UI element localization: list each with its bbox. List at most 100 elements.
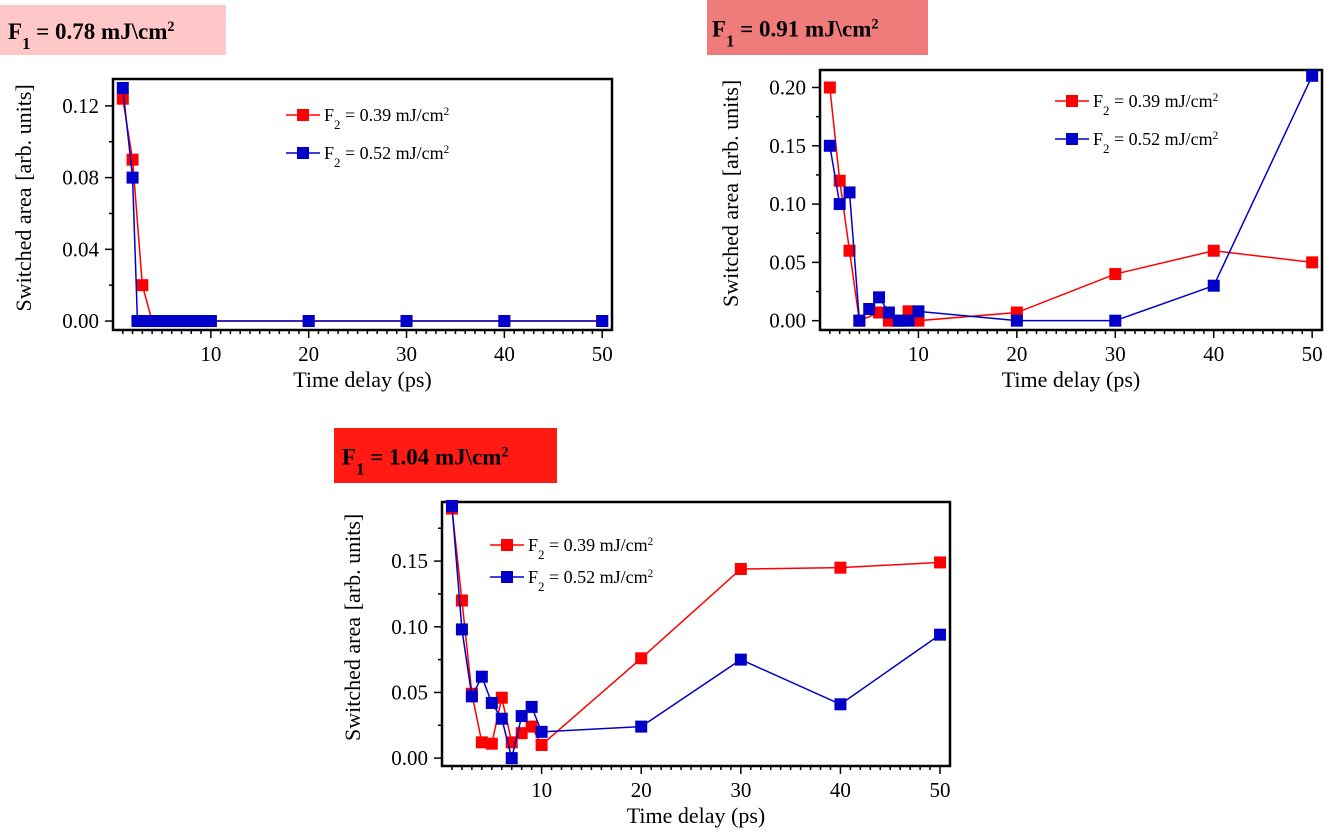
y-axis-label: Switched area <box>718 183 743 307</box>
data-point-blue <box>126 171 139 184</box>
legend-marker-blue <box>297 147 309 159</box>
legend-marker-red <box>501 539 513 551</box>
plot-frame <box>111 77 614 332</box>
data-point-red <box>505 736 518 749</box>
x-tick-label: 40 <box>830 778 851 802</box>
legend: F2 = 0.39 mJ/cm2 F2 = 0.52 mJ/cm2 <box>1055 91 1218 156</box>
x-tick-label: 50 <box>592 342 613 366</box>
series-line-blue <box>829 75 1313 323</box>
y-axis: 0.00 0.04 0.08 0.12 Switched area [arb. units… <box>11 84 113 333</box>
series-blue <box>116 81 609 328</box>
data-point-blue <box>635 720 648 733</box>
data-point-blue <box>853 314 866 327</box>
chart-title-background <box>334 428 557 483</box>
chart-title: F1 = 0.91 mJ\cm2 <box>712 17 879 51</box>
y-tick-label: 0.15 <box>391 549 428 573</box>
data-point-blue <box>1207 279 1220 292</box>
y-tick-label: 0.08 <box>62 166 99 190</box>
series-blue <box>823 69 1319 327</box>
data-point-red <box>1207 244 1220 257</box>
legend-marker-blue <box>1066 133 1078 145</box>
data-point-blue <box>195 315 208 328</box>
data-point-blue <box>525 700 538 713</box>
data-point-blue <box>485 696 498 709</box>
data-point-blue <box>515 710 528 723</box>
data-point-blue <box>863 303 876 316</box>
y-tick-label: 0.00 <box>769 309 806 333</box>
data-point-red <box>475 736 488 749</box>
y-tick-label: 0.04 <box>62 237 99 261</box>
data-point-blue <box>465 690 478 703</box>
x-axis-label: Time delay (ps) <box>627 803 766 828</box>
data-point-blue <box>882 306 895 319</box>
x-tick-label: 10 <box>908 342 929 366</box>
data-point-red <box>873 306 886 319</box>
x-axis-label: Time delay (ps) <box>1002 367 1141 392</box>
x-tick-label: 10 <box>200 342 221 366</box>
data-point-red <box>535 738 548 751</box>
data-point-red <box>734 562 747 575</box>
data-point-red <box>934 556 947 569</box>
legend: F2 = 0.39 mJ/cm2 F2 = 0.52 mJ/cm2 <box>490 535 653 594</box>
data-point-blue <box>498 315 511 328</box>
data-point-blue <box>1306 69 1319 82</box>
data-point-blue <box>843 186 856 199</box>
data-point-blue <box>136 315 149 328</box>
y-axis-unit-label: [arb. units] <box>718 80 743 177</box>
data-point-blue <box>155 315 168 328</box>
data-point-red <box>902 305 915 318</box>
data-point-red <box>525 720 538 733</box>
data-point-blue <box>455 623 468 636</box>
y-axis-unit-label: [arb. units] <box>340 514 365 611</box>
data-point-red <box>455 594 468 607</box>
data-point-red <box>1109 268 1122 281</box>
y-tick-label: 0.10 <box>769 192 806 216</box>
x-axis: 10 20 30 40 50 Time delay (ps) <box>829 330 1323 392</box>
legend-label: F2 = 0.52 mJ/cm2 <box>1093 129 1218 156</box>
data-point-blue <box>505 752 518 765</box>
x-tick-label: 40 <box>1203 342 1224 366</box>
data-point-blue <box>165 315 178 328</box>
chart-title: F1 = 1.04 mJ\cm2 <box>342 445 509 479</box>
x-tick-label: 20 <box>298 342 319 366</box>
series-red <box>823 81 1319 327</box>
data-point-blue <box>1109 314 1122 327</box>
data-point-blue <box>833 198 846 211</box>
series-line-red <box>122 98 603 322</box>
legend-marker-red <box>1066 95 1078 107</box>
y-axis: 0.00 0.05 0.10 0.15 Switched area [arb. units… <box>340 514 442 770</box>
x-tick-label: 20 <box>631 778 652 802</box>
data-point-red <box>1306 256 1319 269</box>
y-axis-label: Switched area <box>340 617 365 741</box>
data-point-blue <box>185 315 198 328</box>
x-tick-label: 40 <box>494 342 515 366</box>
y-tick-label: 0.20 <box>769 75 806 99</box>
chart-title-background <box>0 5 226 55</box>
data-point-blue <box>475 670 488 683</box>
data-point-blue <box>1010 314 1023 327</box>
y-tick-label: 0.05 <box>391 680 428 704</box>
y-axis-unit-label: [arb. units] <box>11 84 36 181</box>
y-axis: 0.00 0.05 0.10 0.15 0.20 Switched area [arb. u… <box>718 75 820 333</box>
chart-title: F1 = 0.78 mJ\cm2 <box>8 19 175 53</box>
data-point-blue <box>146 315 159 328</box>
chart-panel-1: F1 = 0.78 mJ\cm2 10 20 30 40 50 Time delay (ps… <box>0 5 614 392</box>
data-point-blue <box>834 698 847 711</box>
legend: F2 = 0.39 mJ/cm2 F2 = 0.52 mJ/cm2 <box>286 105 449 170</box>
data-point-red <box>495 691 508 704</box>
x-axis: 10 20 30 40 50 Time delay (ps) <box>451 766 951 828</box>
x-tick-label: 10 <box>531 778 552 802</box>
data-point-red <box>485 737 498 750</box>
series-blue <box>445 499 947 765</box>
y-tick-label: 0.10 <box>391 615 428 639</box>
legend-label: F2 = 0.39 mJ/cm2 <box>324 105 449 132</box>
y-tick-label: 0.00 <box>391 746 428 770</box>
series-red <box>116 92 609 328</box>
x-tick-label: 30 <box>1105 342 1126 366</box>
legend-label: F2 = 0.52 mJ/cm2 <box>528 567 653 594</box>
y-tick-label: 0.05 <box>769 250 806 274</box>
x-tick-label: 50 <box>1302 342 1323 366</box>
data-point-blue <box>204 315 217 328</box>
y-axis-label: Switched area <box>11 187 36 311</box>
plot-frame <box>440 500 952 768</box>
